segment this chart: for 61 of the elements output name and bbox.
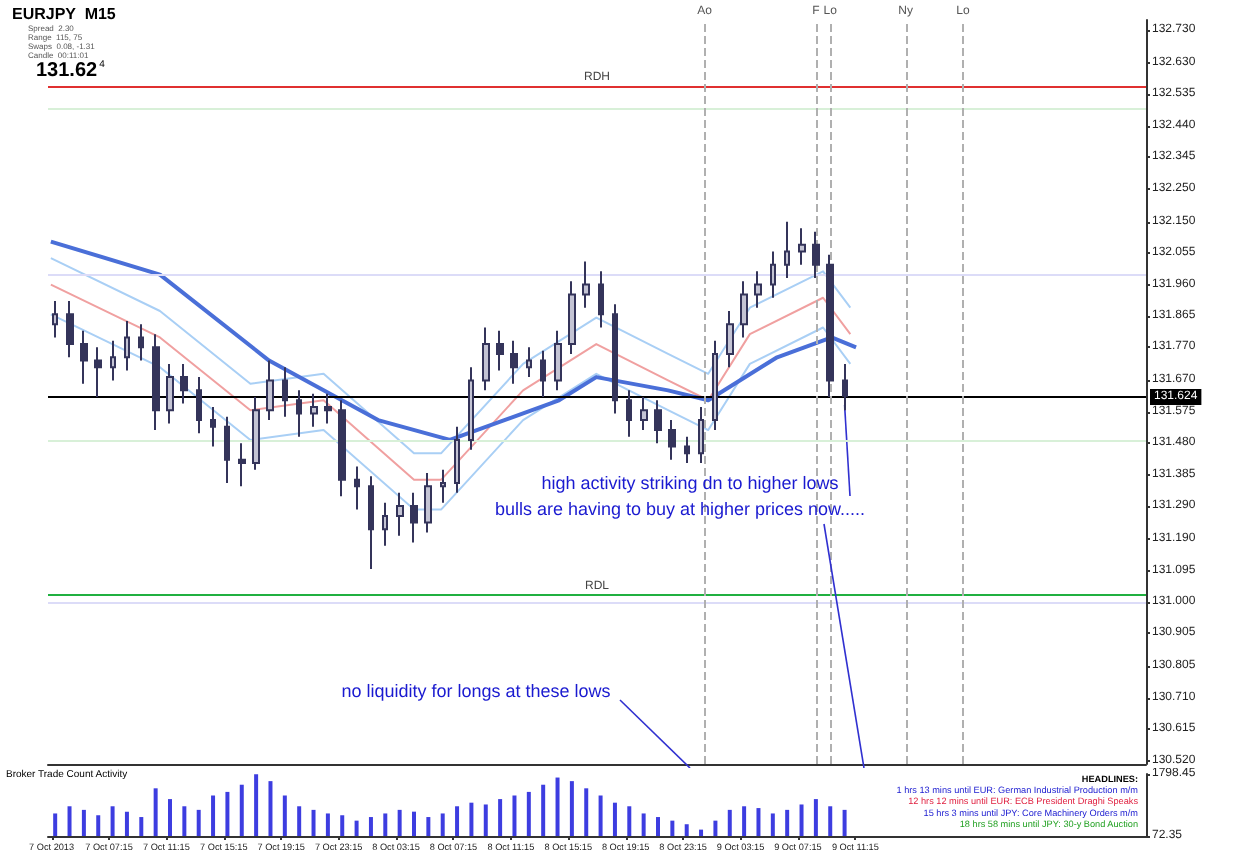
candlestick [784, 220, 790, 279]
candlestick [210, 405, 216, 448]
candlestick [626, 389, 632, 438]
candlestick [410, 491, 418, 544]
candlestick [296, 389, 302, 438]
candlestick [440, 468, 446, 504]
candlestick [526, 346, 532, 379]
candlestick [152, 333, 160, 432]
candlestick [396, 491, 404, 537]
candlestick [166, 362, 174, 425]
candlestick [310, 392, 318, 428]
candlestick [266, 359, 274, 422]
candlestick [482, 326, 490, 392]
candlestick [684, 435, 690, 465]
candlestick [668, 419, 676, 461]
candlestick [654, 399, 662, 445]
line-series [49, 257, 852, 455]
candlestick [712, 339, 718, 432]
candlestick [454, 425, 460, 494]
candlestick [80, 329, 88, 385]
candlestick [582, 260, 590, 309]
annotation: no liquidity for longs at these lows [341, 681, 612, 701]
candlestick [812, 230, 820, 279]
candlestick [510, 339, 518, 385]
candlestick [698, 405, 704, 465]
candlestick [726, 309, 734, 369]
candlestick [798, 227, 806, 266]
candlestick [224, 415, 230, 484]
candlestick [826, 253, 834, 398]
annotation: bulls are having to buy at higher prices now..... [494, 499, 866, 519]
candlestick [138, 323, 144, 362]
candlestick [324, 392, 332, 425]
candlestick [368, 475, 374, 570]
candlestick [52, 300, 58, 339]
candlestick [640, 395, 648, 432]
chart-title: EURJPY M15 [12, 5, 117, 23]
candlestick [496, 329, 504, 372]
candlestick [338, 399, 346, 498]
candlestick [754, 270, 762, 309]
candlestick [468, 366, 474, 451]
candlestick [282, 366, 288, 418]
candlestick [540, 349, 546, 398]
candlestick [354, 465, 360, 511]
candlestick [94, 346, 102, 398]
candlestick [598, 270, 604, 329]
candlestick [238, 442, 246, 488]
line-series [48, 239, 859, 442]
candlestick [612, 303, 618, 415]
candlestick [382, 501, 388, 547]
candlestick [66, 300, 74, 359]
candlestick [740, 280, 748, 339]
candlestick [770, 250, 776, 299]
candlestick [554, 329, 562, 392]
candlestick [124, 319, 130, 372]
candlestick [180, 362, 188, 405]
candlestick [110, 339, 116, 382]
annotation: high activity striking dn to higher lows [541, 473, 840, 493]
candlestick [424, 472, 432, 534]
candlestick [196, 376, 202, 435]
candlestick [568, 280, 576, 355]
candlestick [252, 395, 260, 471]
